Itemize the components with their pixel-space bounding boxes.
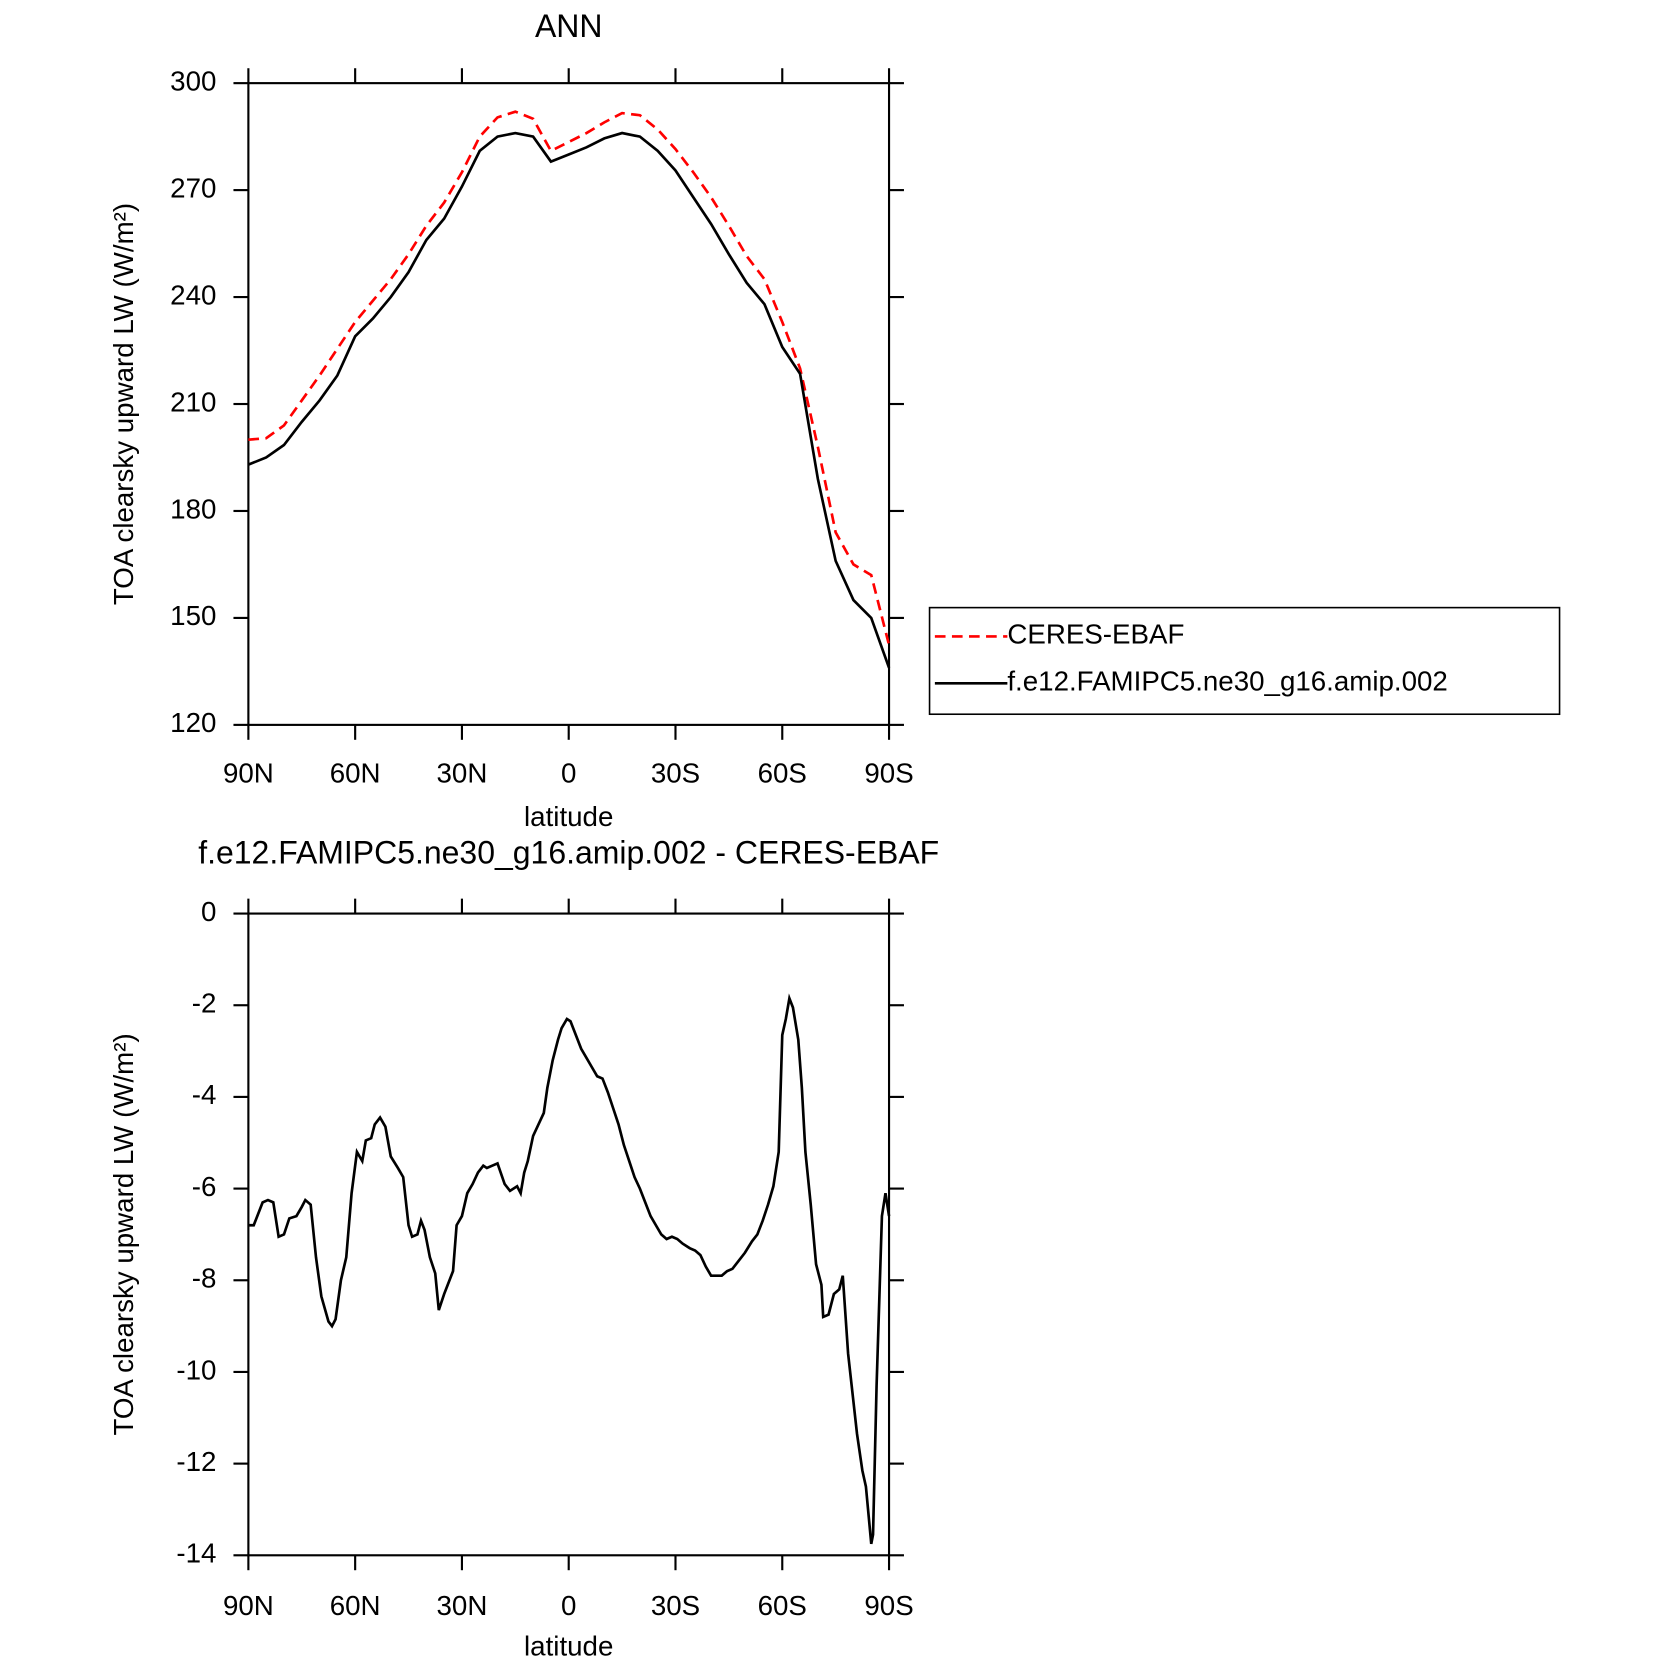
x-tick-label: 90S — [864, 1590, 913, 1621]
x-tick-label: 60N — [330, 1590, 381, 1621]
x-tick-label: 30S — [651, 757, 700, 788]
y-tick-label: 120 — [170, 707, 216, 738]
data-line — [247, 131, 891, 669]
data-line — [248, 993, 891, 1545]
plot-frame — [247, 82, 891, 726]
y-tick-label: 0 — [201, 896, 216, 927]
legend-box — [928, 606, 1561, 716]
y-tick-label: -10 — [176, 1354, 216, 1385]
data-line — [248, 110, 891, 646]
legend-label: f.e12.FAMIPC5.ne30_g16.amip.002 — [1007, 666, 1447, 697]
y-tick-label: 300 — [170, 65, 216, 96]
chart-title: f.e12.FAMIPC5.ne30_g16.amip.002 - CERES-… — [198, 834, 939, 870]
x-tick-label: 60N — [330, 757, 381, 788]
y-tick-label: -4 — [192, 1079, 217, 1110]
x-tick-label: 90N — [223, 1590, 274, 1621]
x-tick-label: 60S — [758, 1590, 807, 1621]
x-axis-label: latitude — [524, 1630, 613, 1661]
y-tick-label: -14 — [176, 1538, 216, 1569]
x-tick-label: 60S — [758, 757, 807, 788]
x-tick-label: 0 — [561, 757, 576, 788]
y-tick-label: 150 — [170, 600, 216, 631]
plot-frame — [247, 912, 891, 1557]
y-tick-label: 210 — [170, 386, 216, 417]
x-tick-label: 30N — [437, 757, 488, 788]
y-tick-label: 270 — [170, 172, 216, 203]
x-tick-label: 30N — [437, 1590, 488, 1621]
figure-content: ANN latitude TOA clearsky upward LW (W/m²)… — [108, 8, 1561, 1661]
y-tick-label: -2 — [192, 988, 217, 1019]
y-tick-label: -12 — [176, 1446, 216, 1477]
x-tick-label: 0 — [561, 1590, 576, 1621]
x-tick-label: 30S — [651, 1590, 700, 1621]
y-tick-label: 240 — [170, 279, 216, 310]
x-axis-label: latitude — [524, 801, 613, 832]
legend: CERES-EBAF f.e12.FAMIPC5.ne30_g16.amip.00… — [928, 606, 1561, 716]
chart-title: ANN — [535, 8, 603, 44]
y-tick-label: -8 — [192, 1263, 217, 1294]
x-tick-label: 90N — [223, 757, 274, 788]
legend-label: CERES-EBAF — [1007, 619, 1184, 650]
x-tick-label: 90S — [864, 757, 913, 788]
y-tick-label: -6 — [192, 1171, 217, 1202]
y-tick-label: 180 — [170, 493, 216, 524]
y-axis-label: TOA clearsky upward LW (W/m²) — [108, 203, 139, 605]
y-axis-label: TOA clearsky upward LW (W/m²) — [108, 1033, 139, 1435]
